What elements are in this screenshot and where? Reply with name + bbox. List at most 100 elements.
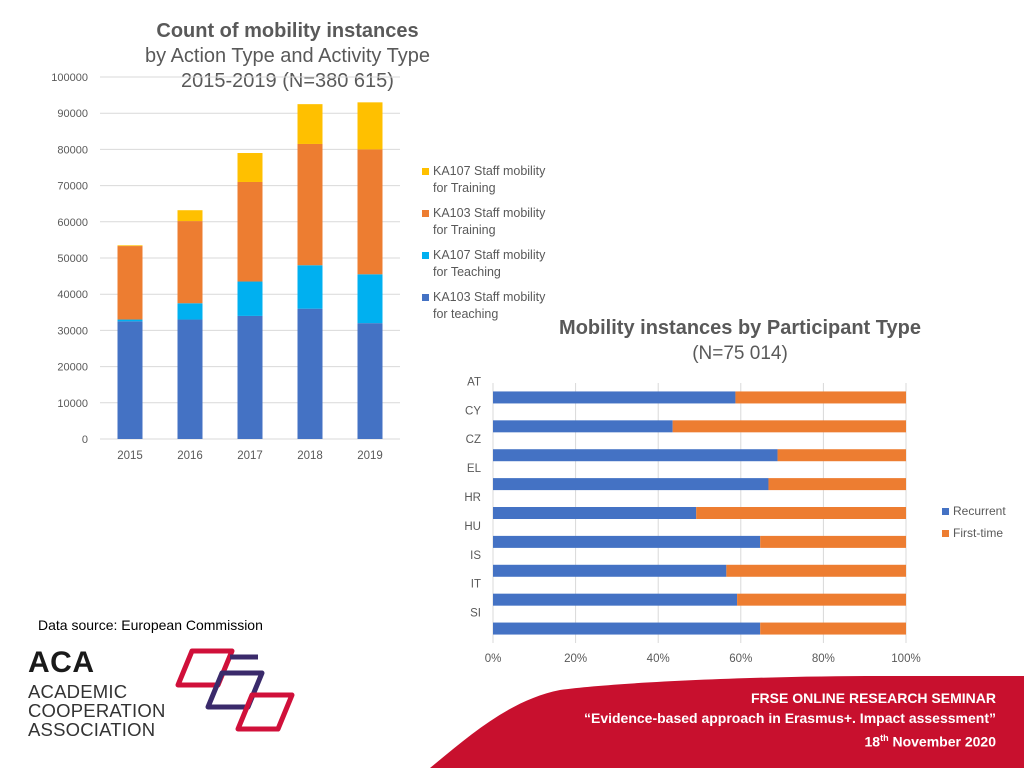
chart2-legend-swatch — [942, 508, 949, 515]
chart1-bar-segment — [297, 143, 323, 266]
chart2-title-block: Mobility instances by Participant Type (… — [520, 315, 960, 367]
chart2-bar-segment — [493, 622, 761, 635]
chart1-bar-segment — [117, 246, 143, 320]
chart1-legend-swatch — [422, 168, 429, 175]
chart1-bar-segment — [357, 149, 383, 275]
chart2-bar-segment — [737, 593, 906, 606]
chart1-legend: KA107 Staff mobility for Training KA103 St… — [422, 163, 582, 331]
aca-logo: ACA ACADEMIC COOPERATION ASSOCIATION — [28, 646, 166, 740]
chart2-x-tick-label: 60% — [729, 653, 752, 665]
chart1-title: Count of mobility instances — [156, 20, 419, 42]
chart1-subtitle: by Action Type and Activity Type — [145, 45, 430, 67]
chart2-bar-segment — [493, 420, 673, 433]
data-source-note: Data source: European Commission — [38, 617, 263, 633]
chart2-y-tick-label: AT — [467, 376, 481, 388]
chart1-y-tick-label: 40000 — [57, 289, 88, 301]
chart1-bar-segment — [117, 245, 143, 247]
chart1-bar-segment — [357, 102, 383, 150]
chart2-bar-segment — [735, 391, 906, 404]
chart1-x-tick-label: 2015 — [117, 450, 143, 462]
chart2-legend: Recurrent First-time — [942, 503, 1006, 547]
chart1-bar-segment — [177, 210, 203, 222]
footer-seminar-title: FRSE ONLINE RESEARCH SEMINAR — [750, 690, 996, 706]
chart1-bar-segment — [237, 153, 263, 182]
chart2-bar-segment — [696, 507, 906, 519]
chart1-bar-segment — [237, 315, 263, 439]
chart2-legend-label: First-time — [953, 526, 1003, 540]
chart2-bar-segment — [672, 420, 906, 433]
chart2-bar-segment — [768, 478, 906, 491]
chart1-legend-label: for Teaching — [433, 265, 501, 279]
footer-seminar-subtitle: “Evidence-based approach in Erasmus+. Im… — [583, 710, 996, 726]
aca-logo-line1: ACADEMIC — [28, 681, 128, 702]
chart1-subtitle-2: 2015-2019 (N=380 615) — [181, 70, 394, 92]
chart1-title-block: Count of mobility instances by Action Ty… — [100, 18, 475, 94]
chart1-y-tick-label: 20000 — [57, 362, 88, 374]
chart1-legend-label: KA107 Staff mobility — [433, 248, 546, 262]
chart2-bar-segment — [493, 478, 769, 491]
chart1-y-tick-label: 100000 — [51, 72, 88, 84]
chart2-legend-item: First-time — [942, 525, 1006, 542]
chart1-y-tick-label: 50000 — [57, 253, 88, 265]
chart2-bar-segment — [760, 622, 906, 635]
chart1-bar-segment — [177, 221, 203, 304]
chart2-y-tick-label: IT — [471, 579, 481, 591]
chart2-bar-segment — [726, 564, 906, 577]
chart1-legend-label: KA103 Staff mobility — [433, 206, 546, 220]
chart1-bar-segment — [297, 104, 323, 144]
chart2-legend-item: Recurrent — [942, 503, 1006, 520]
chart1-legend-item: KA107 Staff mobility for Training — [422, 163, 582, 197]
aca-logo-line3: ASSOCIATION — [28, 719, 156, 740]
chart1-bar-segment — [237, 181, 263, 282]
aca-logo-line2: COOPERATION — [28, 700, 166, 721]
chart1-legend-label: for Training — [433, 181, 496, 195]
aca-logo-abbr: ACA — [28, 646, 95, 679]
chart2-bar-segment — [493, 564, 727, 577]
chart1-y-tick-label: 80000 — [57, 144, 88, 156]
chart1-legend-swatch — [422, 294, 429, 301]
chart1-y-tick-label: 70000 — [57, 181, 88, 193]
footer-date: 18th November 2020 — [584, 728, 996, 752]
chart2-y-tick-label: CZ — [466, 434, 481, 446]
chart1-legend-label: for teaching — [433, 307, 499, 321]
footer-date-rest: November 2020 — [888, 733, 996, 750]
chart2-bar-segment — [777, 449, 906, 462]
footer-date-sup: th — [880, 733, 889, 743]
footer-date-day: 18 — [864, 733, 881, 750]
chart1-bar-segment — [237, 281, 263, 316]
chart2-bar-segment — [493, 449, 778, 462]
chart1-bar-segment — [117, 319, 143, 322]
chart1-bar-segment — [357, 323, 383, 439]
chart2-y-tick-label: CY — [465, 405, 481, 417]
chart1-legend-label: KA107 Staff mobility — [433, 164, 546, 178]
chart2-y-tick-label: HU — [464, 521, 481, 533]
chart2-bar-segment — [493, 535, 761, 548]
chart2-x-tick-label: 40% — [647, 653, 670, 665]
chart1-legend-label: KA103 Staff mobility — [433, 290, 546, 304]
chart1-y-tick-label: 60000 — [57, 217, 88, 229]
chart2-bar-segment — [493, 593, 738, 606]
chart1-legend-swatch — [422, 252, 429, 259]
chart2-y-tick-label: EL — [467, 463, 482, 475]
chart1-bar-segment — [357, 274, 383, 324]
chart2-legend-label: Recurrent — [953, 504, 1006, 518]
chart1-x-tick-label: 2019 — [357, 450, 383, 462]
chart1-bar-segment — [177, 303, 203, 320]
chart2-subtitle: (N=75 014) — [692, 343, 788, 364]
chart1-bar-segment — [177, 319, 203, 439]
chart2-legend-swatch — [942, 530, 949, 537]
chart1-y-tick-label: 90000 — [57, 108, 88, 120]
chart2-title: Mobility instances by Participant Type — [559, 317, 921, 339]
chart2-x-tick-label: 100% — [891, 653, 920, 665]
chart2-x-tick-label: 0% — [485, 653, 502, 665]
chart2-bar-segment — [493, 391, 736, 404]
chart1-legend-item: KA107 Staff mobility for Teaching — [422, 247, 582, 281]
chart1-legend-item: KA103 Staff mobility for teaching — [422, 289, 582, 323]
chart1-y-tick-label: 30000 — [57, 325, 88, 337]
chart2-x-tick-label: 80% — [812, 653, 835, 665]
chart1-bar-segment — [297, 265, 323, 309]
chart2-bar-segment — [493, 507, 697, 519]
chart1-bar-segment — [297, 308, 323, 439]
